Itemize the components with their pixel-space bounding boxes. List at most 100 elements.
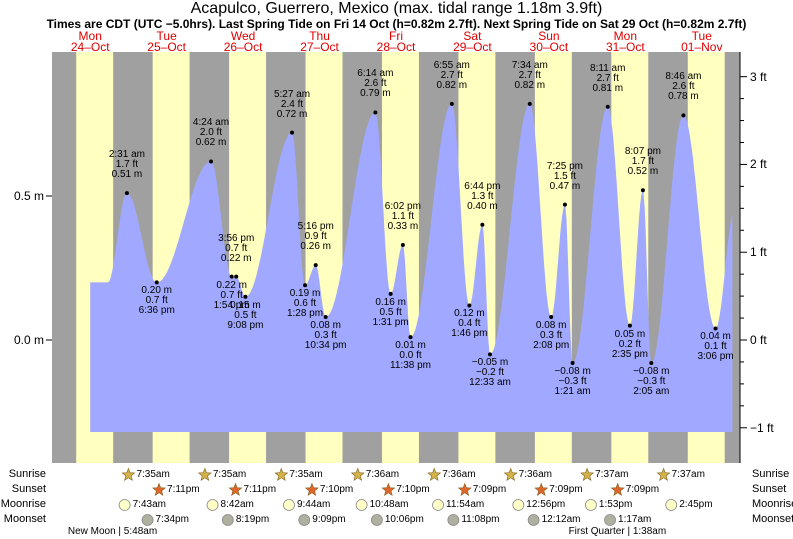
low-tide-ft: 0.3 ft <box>314 329 337 341</box>
moonrise-time: 1:53pm <box>598 499 633 510</box>
sunset-icon <box>228 482 243 496</box>
day-label-dow: Wed <box>230 29 256 43</box>
sunset-time: 7:10pm <box>396 484 430 495</box>
high-tide-time: 6:44 pm <box>464 180 501 192</box>
high-tide-time: 6:14 am <box>357 68 394 80</box>
row-label-left-moonset: Moonset <box>3 513 46 525</box>
low-tide-ft: 0.1 ft <box>704 341 727 353</box>
sunset-icon <box>534 482 549 496</box>
day-label-dow: Tue <box>691 29 712 43</box>
day-label-date: 28–Oct <box>376 40 416 54</box>
tide-low-point <box>243 294 248 299</box>
high-tide-m: 0.47 m <box>549 180 581 192</box>
day-label-date: 31–Oct <box>605 40 645 54</box>
tide-low-point <box>570 361 575 366</box>
sunset-time: 7:09pm <box>549 484 583 495</box>
row-label-right-moonrise: Moonrise <box>752 498 793 510</box>
high-tide-time: 7:25 pm <box>546 160 583 172</box>
low-tide-m: 0.05 m <box>614 328 646 340</box>
low-tide-time: 1:31 pm <box>372 316 409 328</box>
high-tide-ft: 2.6 ft <box>672 81 695 93</box>
low-tide-time: 2:08 pm <box>533 339 570 351</box>
sunrise-time: 7:37am <box>671 469 705 480</box>
moonrise-icon <box>512 499 525 511</box>
row-label-left-sunset: Sunset <box>11 483 46 495</box>
sunrise-time: 7:35am <box>289 469 323 480</box>
tide-high-point <box>373 110 378 115</box>
high-tide-time: 4:24 am <box>192 117 230 129</box>
low-tide-m: 0.20 m <box>141 285 172 297</box>
high-tide-ft: 2.4 ft <box>280 98 304 110</box>
low-tide-m: −0.08 m <box>554 366 591 378</box>
high-tide-ft: 2.0 ft <box>199 127 223 139</box>
moonset-icon <box>447 514 460 526</box>
tide-area-series <box>90 103 733 433</box>
high-tide-m: 0.78 m <box>668 91 699 103</box>
sunrise-time: 7:35am <box>136 469 170 480</box>
tide-high-point <box>290 130 295 135</box>
tide-low-point <box>323 314 328 319</box>
row-label-right-sunrise: Sunrise <box>752 468 790 480</box>
day-label-dow: Thu <box>309 29 330 43</box>
sunset-icon <box>304 482 319 496</box>
low-tide-time: 2:35 pm <box>611 348 648 360</box>
high-tide-time: 8:11 am <box>590 62 626 74</box>
low-tide-m: 0.19 m <box>289 288 321 300</box>
tide-high-point <box>400 242 405 247</box>
high-tide-time: 6:55 am <box>433 59 470 71</box>
moonset-icon <box>604 514 616 526</box>
day-label-date: 24–Oct <box>70 40 110 54</box>
high-tide-ft: 2.7 ft <box>440 69 463 81</box>
sunrise-icon <box>656 467 671 481</box>
low-tide-time: 9:08 pm <box>227 319 264 331</box>
high-tide-time: 8:07 pm <box>624 146 661 158</box>
sunset-icon <box>457 482 472 496</box>
moonrise-icon <box>283 499 295 511</box>
day-label-date: 29–Oct <box>453 40 492 54</box>
low-tide-ft: 0.4 ft <box>458 318 481 330</box>
low-tide-ft: 0.3 ft <box>540 329 563 341</box>
chart-axes <box>46 52 747 463</box>
moonset-icon <box>298 514 311 526</box>
row-label-left-sunrise: Sunrise <box>8 468 46 480</box>
tide-low-point <box>229 274 234 279</box>
tide-high-point <box>449 101 454 106</box>
left-axis-label: 0.5 m <box>13 189 44 203</box>
low-tide-time: 12:33 am <box>469 377 511 389</box>
moonset-icon <box>370 514 383 526</box>
moonset-time: 1:17am <box>618 514 652 525</box>
high-tide-time: 8:46 am <box>665 71 702 83</box>
moonrise-icon <box>355 499 368 511</box>
sunset-time: 7:09pm <box>625 484 660 495</box>
sunrise-icon <box>427 467 442 481</box>
low-tide-ft: 0.6 ft <box>293 298 317 310</box>
right-axis-label: 2 ft <box>750 157 767 172</box>
high-tide-m: 0.33 m <box>387 220 419 232</box>
sunrise-icon <box>121 467 136 481</box>
day-label-date: 30–Oct <box>529 40 569 54</box>
low-tide-time: 6:36 pm <box>138 305 175 317</box>
moon-phase-label: First Quarter | 1:38am <box>568 526 667 537</box>
high-tide-m: 0.81 m <box>592 82 624 94</box>
tide-low-point <box>388 291 393 296</box>
low-tide-time: 1:28 pm <box>286 308 324 320</box>
moonrise-icon <box>665 499 678 511</box>
left-axis-label: 0.0 m <box>13 333 44 347</box>
high-tide-time: 6:02 pm <box>384 200 421 212</box>
low-tide-m: 0.08 m <box>310 319 341 331</box>
high-tide-time: 5:27 am <box>273 88 311 100</box>
moonrise-icon <box>432 499 444 511</box>
sunrise-time: 7:36am <box>442 469 476 480</box>
sunrise-icon <box>350 467 365 481</box>
astronomy-icons <box>118 467 678 526</box>
row-label-right-moonset: Moonset <box>752 513 793 525</box>
high-tide-m: 0.52 m <box>627 166 659 178</box>
low-tide-m: 0.08 m <box>535 319 567 331</box>
high-tide-m: 0.51 m <box>111 169 143 181</box>
high-tide-m: 0.40 m <box>467 200 498 212</box>
moonrise-time: 2:45pm <box>679 499 713 510</box>
high-tide-ft: 2.6 ft <box>364 78 387 90</box>
moonset-time: 11:08pm <box>461 514 500 525</box>
low-tide-ft: −0.2 ft <box>475 367 505 379</box>
